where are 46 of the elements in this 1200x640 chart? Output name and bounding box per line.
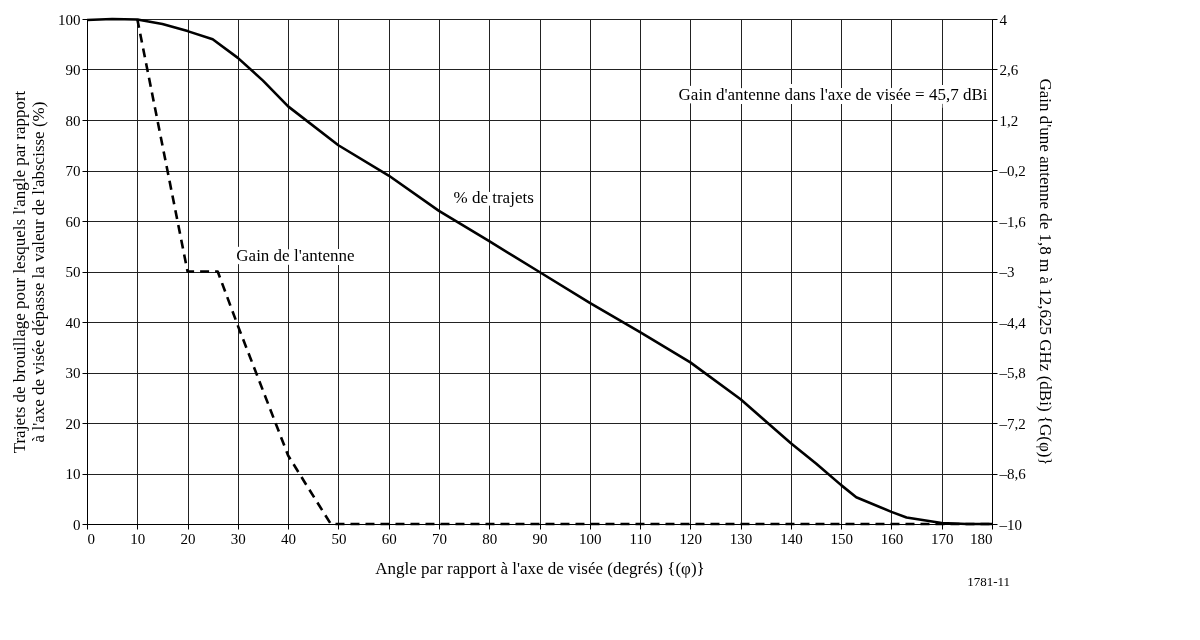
x-tick-label: 60 <box>381 530 397 547</box>
y2-tick-label: –5,8 <box>998 365 1026 381</box>
y-tick-label: 30 <box>65 365 81 381</box>
x-tick-label: 50 <box>331 530 347 547</box>
y-tick-label: 0 <box>73 516 81 533</box>
y-tick-label: 60 <box>65 213 81 230</box>
x-tick-label: 170 <box>930 530 954 547</box>
y2-tick-label: –3 <box>998 264 1015 280</box>
x-tick-label: 90 <box>532 530 548 547</box>
x-tick-label: 140 <box>780 530 803 547</box>
y2-axis-title: Gain d'une antenne de 1,8 m à 12,625 GHz (dBi) {G(φ)} <box>1035 78 1055 466</box>
x-tick-label: 40 <box>281 530 297 547</box>
y2-tick-label: 2,6 <box>999 62 1019 78</box>
x-tick-label: 160 <box>880 530 904 547</box>
y2-tick-label: 1,2 <box>999 112 1019 129</box>
y-tick-label: 80 <box>65 112 81 129</box>
x-tick-label: 70 <box>431 530 447 547</box>
y-tick-label: 100 <box>58 11 81 28</box>
y2-tick-label: –0,2 <box>998 163 1026 179</box>
y-tick-label: 70 <box>65 163 81 179</box>
y2-tick-label: –10 <box>998 516 1022 533</box>
x-tick-label: 130 <box>729 530 753 547</box>
y-tick-label: 10 <box>65 466 81 482</box>
y-tick-label: 90 <box>65 62 81 78</box>
x-tick-label: 180 <box>970 530 993 547</box>
annotation: % de trajets <box>453 188 534 208</box>
x-tick-label: 20 <box>180 530 196 547</box>
x-tick-label: 120 <box>679 530 703 547</box>
y2-tick-label: –1,6 <box>998 213 1027 230</box>
x-axis-title: Angle par rapport à l'axe de visée (degrés) {(φ)} <box>375 558 705 578</box>
y-tick-label: 40 <box>65 314 81 331</box>
x-tick-label: 110 <box>629 530 652 547</box>
y2-tick-label: 4 <box>999 11 1008 28</box>
y-tick-label: 50 <box>65 264 81 280</box>
x-tick-label: 30 <box>230 530 246 547</box>
x-tick-label: 100 <box>579 530 602 547</box>
x-tick-label: 0 <box>87 530 95 547</box>
y-tick-label: 20 <box>65 415 81 432</box>
x-tick-label: 80 <box>482 530 498 547</box>
text: 1781-11 <box>967 574 1011 590</box>
x-tick-label: 10 <box>130 530 146 547</box>
y2-tick-label: –4,4 <box>998 314 1027 331</box>
y-axis-title: Trajets de brouillage pour lesquels l'angle par rapport à l'axe de visée dépasse la valeur de l'abscisse (%) <box>10 90 48 454</box>
y2-tick-label: –7,2 <box>998 415 1026 432</box>
x-tick-label: 150 <box>830 530 853 547</box>
y2-tick-label: –8,6 <box>998 466 1027 482</box>
